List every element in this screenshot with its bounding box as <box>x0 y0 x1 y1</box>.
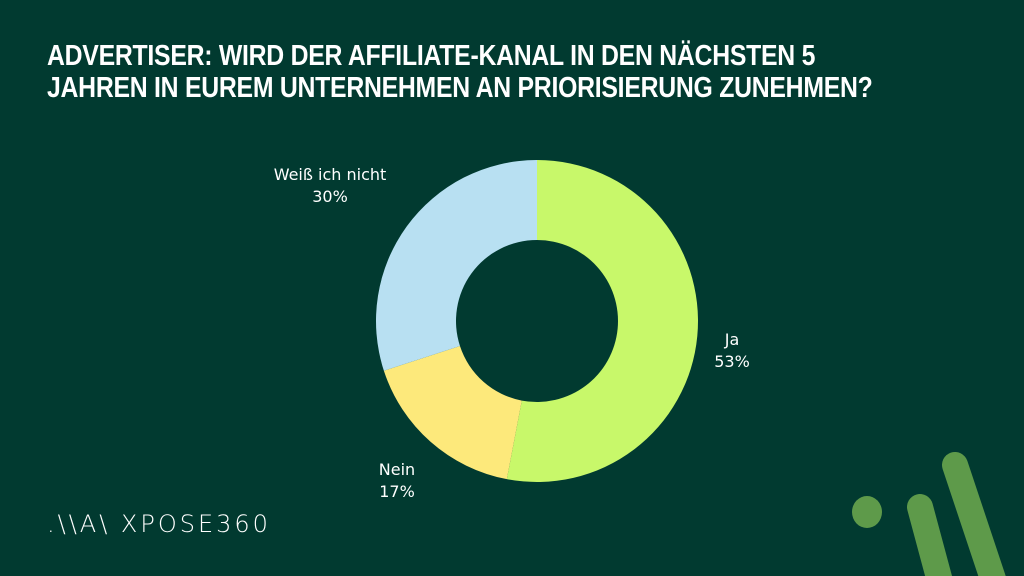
title-line-2: JAHREN IN EUREM UNTERNEHMEN AN PRIORISIE… <box>47 72 873 104</box>
slice-category-label: Nein <box>379 460 415 479</box>
slice-category-label: Ja <box>724 330 740 349</box>
slice-weiß-ich-nicht <box>375 160 537 371</box>
decor-bar-long <box>942 452 1006 576</box>
slice-nein <box>383 346 522 480</box>
decor-bar-short <box>907 494 953 576</box>
logo: .\\A\ XPOSE360 <box>47 510 271 538</box>
page-title: ADVERTISER: WIRD DER AFFILIATE-KANAL IN … <box>47 40 988 104</box>
slice-category-label: Weiß ich nicht <box>274 165 387 184</box>
slice-value-label: 30% <box>312 187 348 206</box>
decor-dot <box>852 496 882 528</box>
slice-ja <box>506 160 698 482</box>
decor-shapes <box>852 452 1006 576</box>
title-line-1: ADVERTISER: WIRD DER AFFILIATE-KANAL IN … <box>47 40 816 72</box>
slice-value-label: 17% <box>379 482 415 501</box>
slice-value-label: 53% <box>714 352 750 371</box>
